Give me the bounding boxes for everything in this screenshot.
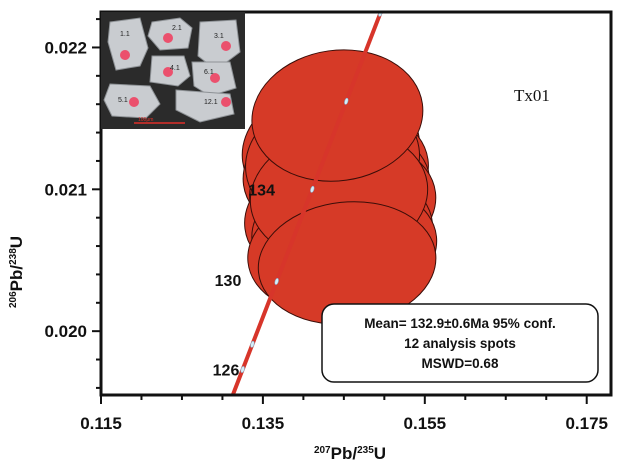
plot-frame [99, 10, 613, 397]
grain-number: 4.1 [170, 65, 180, 72]
concordia-age-labels: 126 130 134 [213, 182, 275, 379]
x-axis-title-sup2: 235 [357, 445, 374, 456]
age-marker [250, 340, 255, 348]
x-axis-title: 207Pb/235U [314, 444, 386, 463]
stats-mswd: MSWD=0.68 [422, 356, 499, 371]
grain-number: 2.1 [172, 25, 182, 32]
x-axis-title-sup1: 207 [314, 445, 331, 456]
analysis-spot [221, 41, 231, 51]
stats-box-frame [321, 303, 599, 383]
zircon-grain [197, 19, 241, 71]
age-marker [310, 185, 315, 193]
zircon-cl-inset: 1.1 2.1 3.1 4.1 6.1 5.1 12.1 100μm [101, 12, 245, 129]
y-tick-label: 0.022 [44, 38, 87, 57]
y-axis-tick-labels: 0.020 0.021 0.022 [44, 38, 87, 341]
y-axis-title: 206Pb/238U [7, 236, 26, 308]
analysis-spot [163, 33, 173, 43]
age-marker [240, 366, 245, 373]
analysis-spot [221, 97, 231, 107]
grain-number: 1.1 [120, 31, 130, 38]
concordia-line [230, 12, 383, 395]
analysis-spot [163, 67, 173, 77]
y-axis-title-main1: Pb/ [7, 265, 26, 292]
sample-label: Tx01 [514, 86, 550, 105]
grain-number: 3.1 [214, 33, 224, 40]
error-ellipse [251, 49, 424, 182]
y-tick-label: 0.021 [44, 180, 87, 199]
y-axis-title-sup1: 206 [8, 291, 19, 308]
x-axis-title-main2: U [374, 444, 386, 463]
grain-number: 6.1 [204, 69, 214, 76]
y-axis-title-sup2: 238 [8, 248, 19, 265]
analysis-spot [210, 73, 220, 83]
grain-number: 12.1 [204, 99, 218, 106]
stats-box: Mean= 132.9±0.6Ma 95% conf. 12 analysis … [321, 303, 599, 383]
age-label: 126 [213, 362, 240, 379]
error-ellipses [241, 49, 438, 325]
x-tick-label: 0.135 [242, 414, 285, 433]
grain-number: 5.1 [118, 97, 128, 104]
zircon-grain [107, 17, 149, 71]
x-tick-label: 0.155 [404, 414, 447, 433]
y-tick-label: 0.020 [44, 322, 87, 341]
stats-spots: 12 analysis spots [404, 336, 516, 351]
age-marker [274, 278, 279, 285]
analysis-spot [129, 97, 139, 107]
age-label: 134 [248, 182, 275, 199]
stats-mean: Mean= 132.9±0.6Ma 95% conf. [364, 316, 556, 331]
x-axis-title-main1: Pb/ [331, 444, 358, 463]
x-tick-label: 0.175 [565, 414, 608, 433]
zircon-grain [175, 89, 235, 123]
x-axis-tick-labels: 0.115 0.135 0.155 0.175 [80, 414, 608, 433]
age-label: 130 [215, 273, 242, 290]
scale-label: 100μm [138, 117, 153, 123]
x-tick-label: 0.115 [80, 414, 122, 433]
analysis-spot [120, 50, 130, 60]
y-axis-title-main2: U [7, 236, 26, 248]
age-marker [344, 97, 349, 105]
